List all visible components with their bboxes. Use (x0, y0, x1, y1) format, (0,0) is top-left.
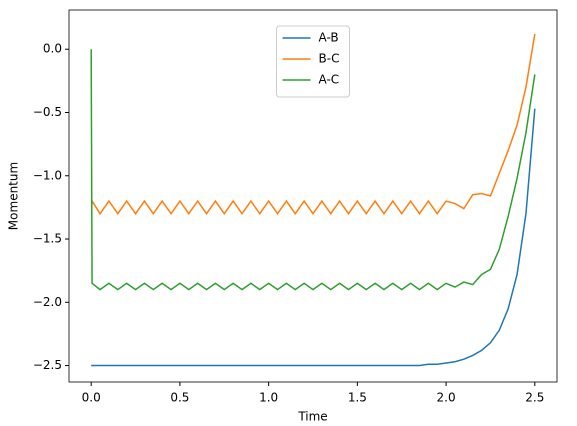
x-tick-label: 1.5 (348, 391, 367, 405)
x-axis-label: Time (297, 410, 327, 424)
x-tick-label: 0.0 (82, 391, 101, 405)
series-line (91, 108, 536, 367)
x-tick-label: 0.5 (170, 391, 189, 405)
x-tick-label: 1.0 (259, 391, 278, 405)
series-line (91, 33, 536, 216)
y-axis-label: Momentum (7, 162, 21, 230)
plot-frame (68, 9, 558, 383)
legend-label: A-C (319, 73, 340, 87)
y-tick-label: −2.5 (33, 358, 62, 372)
series-line (90, 49, 536, 291)
x-tick-label: 2.5 (525, 391, 544, 405)
y-tick-label: −1.5 (33, 232, 62, 246)
y-tick-label: −0.5 (33, 105, 62, 119)
y-tick-label: −1.0 (33, 168, 62, 182)
y-tick-label: −2.0 (33, 295, 62, 309)
legend-label: B-C (319, 52, 340, 66)
legend-label: A-B (319, 31, 339, 45)
x-tick-label: 2.0 (437, 391, 456, 405)
y-tick-label: 0.0 (43, 42, 62, 56)
